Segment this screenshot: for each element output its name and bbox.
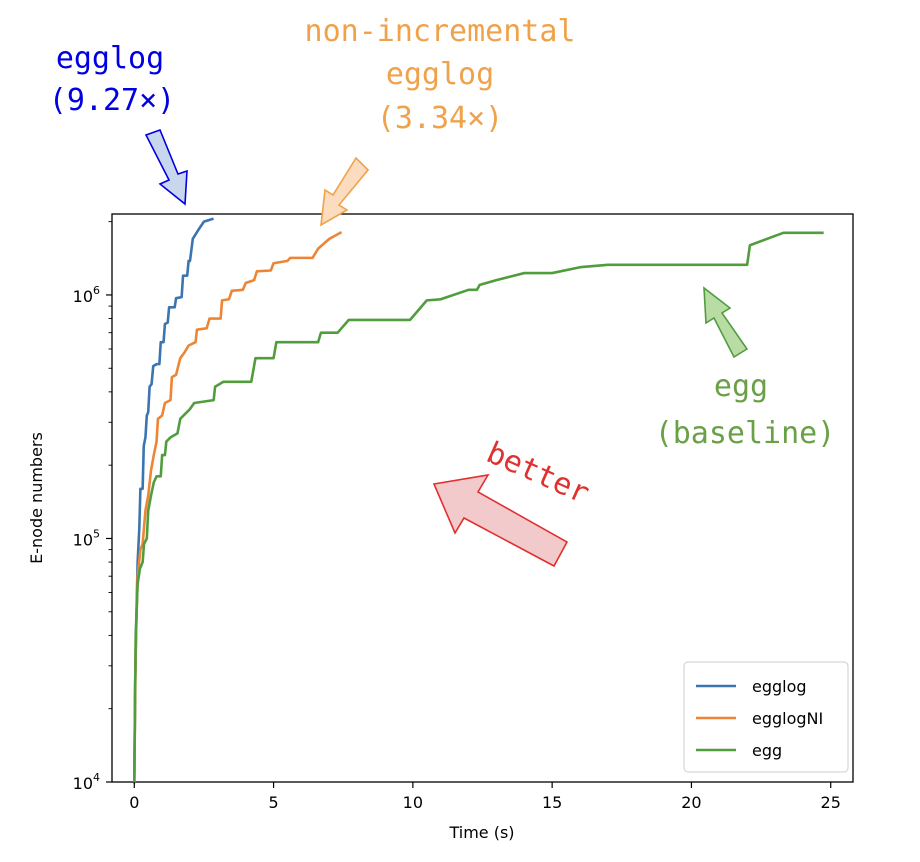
- annotation-egg-line2: (baseline): [655, 416, 836, 451]
- series-line-egg: [132, 231, 824, 784]
- annotation-egglogni-arrow: [320, 156, 370, 227]
- series-line-egglogni: [132, 231, 343, 784]
- plot-frame: [111, 213, 854, 783]
- x-tick-label: 5: [268, 793, 278, 812]
- y-axis-ticks: 104 105 106: [73, 221, 112, 793]
- annotation-egglogni-line2: egglog: [386, 57, 494, 92]
- legend: egglog egglogNI egg: [683, 661, 849, 773]
- annotation-better-arrow: [432, 473, 569, 568]
- series-layer: [132, 217, 824, 784]
- annotation-better-label: better: [481, 435, 594, 511]
- x-axis-ticks: 0 5 10 15 20 25: [129, 782, 841, 812]
- annotation-egglogni: non-incremental egglog (3.34×): [305, 14, 576, 227]
- annotation-egglog: egglog (9.27×): [49, 41, 188, 206]
- annotation-egglogni-line1: non-incremental: [305, 14, 576, 49]
- series-line-egglog: [132, 217, 214, 784]
- annotation-egg-arrow: [703, 286, 749, 359]
- x-axis-label: Time (s): [448, 823, 514, 842]
- legend-label-egg: egg: [752, 741, 782, 760]
- legend-label-egglogni: egglogNI: [752, 709, 823, 728]
- x-tick-label: 10: [403, 793, 423, 812]
- annotation-egglogni-line3: (3.34×): [377, 101, 503, 136]
- annotation-egg-line1: egg: [714, 369, 768, 404]
- annotation-egglog-arrow: [144, 128, 188, 206]
- x-tick-label: 15: [542, 793, 562, 812]
- y-axis-label: E-node numbers: [27, 432, 46, 564]
- y-tick-label: 105: [73, 527, 100, 549]
- annotation-egg: egg (baseline): [655, 286, 836, 451]
- y-tick-label: 106: [73, 284, 100, 306]
- legend-items: egglog egglogNI egg: [696, 677, 823, 760]
- annotation-egglog-line2: (9.27×): [49, 83, 175, 118]
- legend-label-egglog: egglog: [752, 677, 807, 696]
- annotation-egglog-line1: egglog: [56, 41, 164, 76]
- y-tick-label: 104: [73, 771, 100, 793]
- legend-box: [683, 661, 849, 773]
- annotation-better: better: [432, 435, 594, 568]
- x-tick-label: 0: [129, 793, 139, 812]
- x-tick-label: 20: [681, 793, 701, 812]
- x-tick-label: 25: [821, 793, 841, 812]
